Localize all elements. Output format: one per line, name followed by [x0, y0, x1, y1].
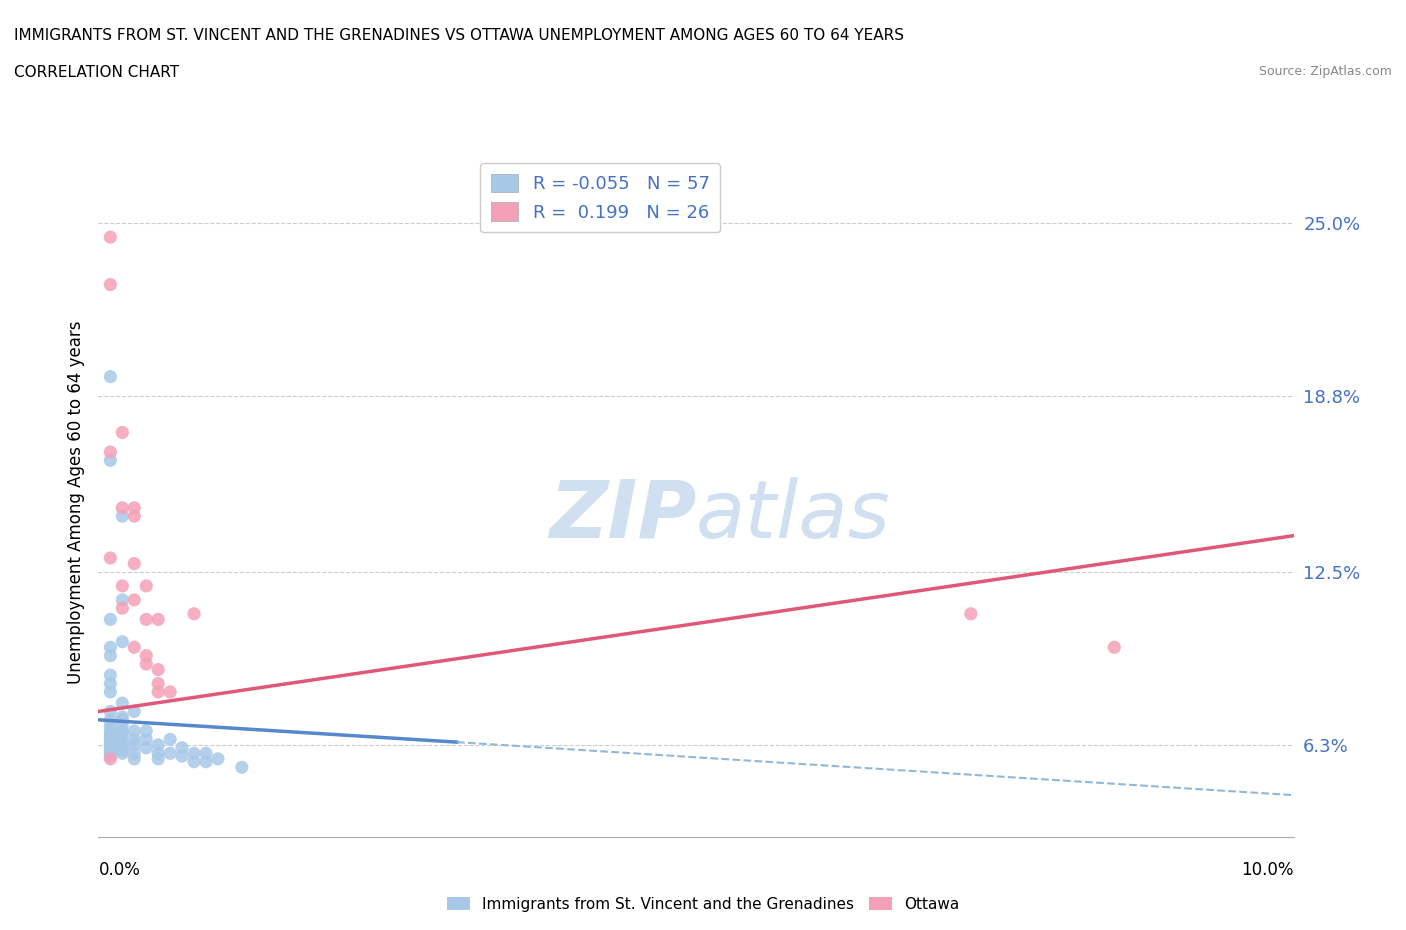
Point — [124, 704, 146, 719]
Point — [148, 662, 170, 677]
Point — [135, 724, 157, 738]
Point — [98, 729, 122, 744]
Point — [124, 732, 146, 747]
Text: 10.0%: 10.0% — [1241, 860, 1294, 879]
Point — [1104, 640, 1126, 655]
Point — [98, 704, 122, 719]
Text: Source: ZipAtlas.com: Source: ZipAtlas.com — [1258, 65, 1392, 78]
Point — [960, 606, 983, 621]
Point — [111, 425, 134, 440]
Point — [111, 578, 134, 593]
Point — [124, 500, 146, 515]
Point — [98, 732, 122, 747]
Point — [207, 751, 229, 766]
Point — [98, 737, 122, 752]
Point — [111, 592, 134, 607]
Point — [98, 445, 122, 459]
Point — [183, 754, 205, 769]
Point — [124, 556, 146, 571]
Point — [98, 726, 122, 741]
Point — [194, 746, 218, 761]
Point — [124, 751, 146, 766]
Point — [124, 509, 146, 524]
Point — [98, 751, 122, 766]
Point — [111, 724, 134, 738]
Point — [111, 712, 134, 727]
Point — [124, 737, 146, 752]
Point — [98, 718, 122, 733]
Point — [111, 710, 134, 724]
Point — [98, 684, 122, 699]
Point — [98, 749, 122, 764]
Text: atlas: atlas — [696, 476, 891, 554]
Point — [111, 718, 134, 733]
Point — [98, 612, 122, 627]
Point — [148, 746, 170, 761]
Point — [135, 648, 157, 663]
Point — [111, 500, 134, 515]
Point — [148, 737, 170, 752]
Text: IMMIGRANTS FROM ST. VINCENT AND THE GRENADINES VS OTTAWA UNEMPLOYMENT AMONG AGES: IMMIGRANTS FROM ST. VINCENT AND THE GREN… — [14, 28, 904, 43]
Point — [159, 732, 181, 747]
Point — [98, 712, 122, 727]
Point — [159, 684, 181, 699]
Point — [148, 676, 170, 691]
Point — [135, 740, 157, 755]
Point — [98, 551, 122, 565]
Point — [124, 746, 146, 761]
Point — [98, 743, 122, 758]
Point — [98, 676, 122, 691]
Point — [111, 740, 134, 755]
Text: 0.0%: 0.0% — [98, 860, 141, 879]
Point — [98, 230, 122, 245]
Text: ZIP: ZIP — [548, 476, 696, 554]
Point — [98, 746, 122, 761]
Point — [111, 726, 134, 741]
Point — [98, 648, 122, 663]
Legend: R = -0.055   N = 57, R =  0.199   N = 26: R = -0.055 N = 57, R = 0.199 N = 26 — [481, 163, 720, 232]
Point — [194, 754, 218, 769]
Point — [231, 760, 253, 775]
Point — [148, 684, 170, 699]
Point — [172, 740, 194, 755]
Point — [98, 453, 122, 468]
Point — [98, 724, 122, 738]
Point — [98, 640, 122, 655]
Point — [111, 696, 134, 711]
Point — [111, 634, 134, 649]
Point — [183, 746, 205, 761]
Point — [135, 578, 157, 593]
Point — [148, 612, 170, 627]
Point — [98, 740, 122, 755]
Point — [98, 369, 122, 384]
Point — [124, 724, 146, 738]
Point — [98, 668, 122, 683]
Point — [98, 735, 122, 750]
Point — [183, 606, 205, 621]
Point — [135, 657, 157, 671]
Point — [111, 509, 134, 524]
Point — [98, 277, 122, 292]
Point — [172, 749, 194, 764]
Point — [111, 743, 134, 758]
Point — [148, 751, 170, 766]
Legend: Immigrants from St. Vincent and the Grenadines, Ottawa: Immigrants from St. Vincent and the Gren… — [440, 890, 966, 918]
Text: CORRELATION CHART: CORRELATION CHART — [14, 65, 179, 80]
Point — [124, 640, 146, 655]
Point — [111, 746, 134, 761]
Point — [111, 732, 134, 747]
Y-axis label: Unemployment Among Ages 60 to 64 years: Unemployment Among Ages 60 to 64 years — [66, 321, 84, 684]
Point — [111, 601, 134, 616]
Point — [159, 746, 181, 761]
Point — [135, 612, 157, 627]
Point — [111, 737, 134, 752]
Point — [124, 592, 146, 607]
Point — [135, 732, 157, 747]
